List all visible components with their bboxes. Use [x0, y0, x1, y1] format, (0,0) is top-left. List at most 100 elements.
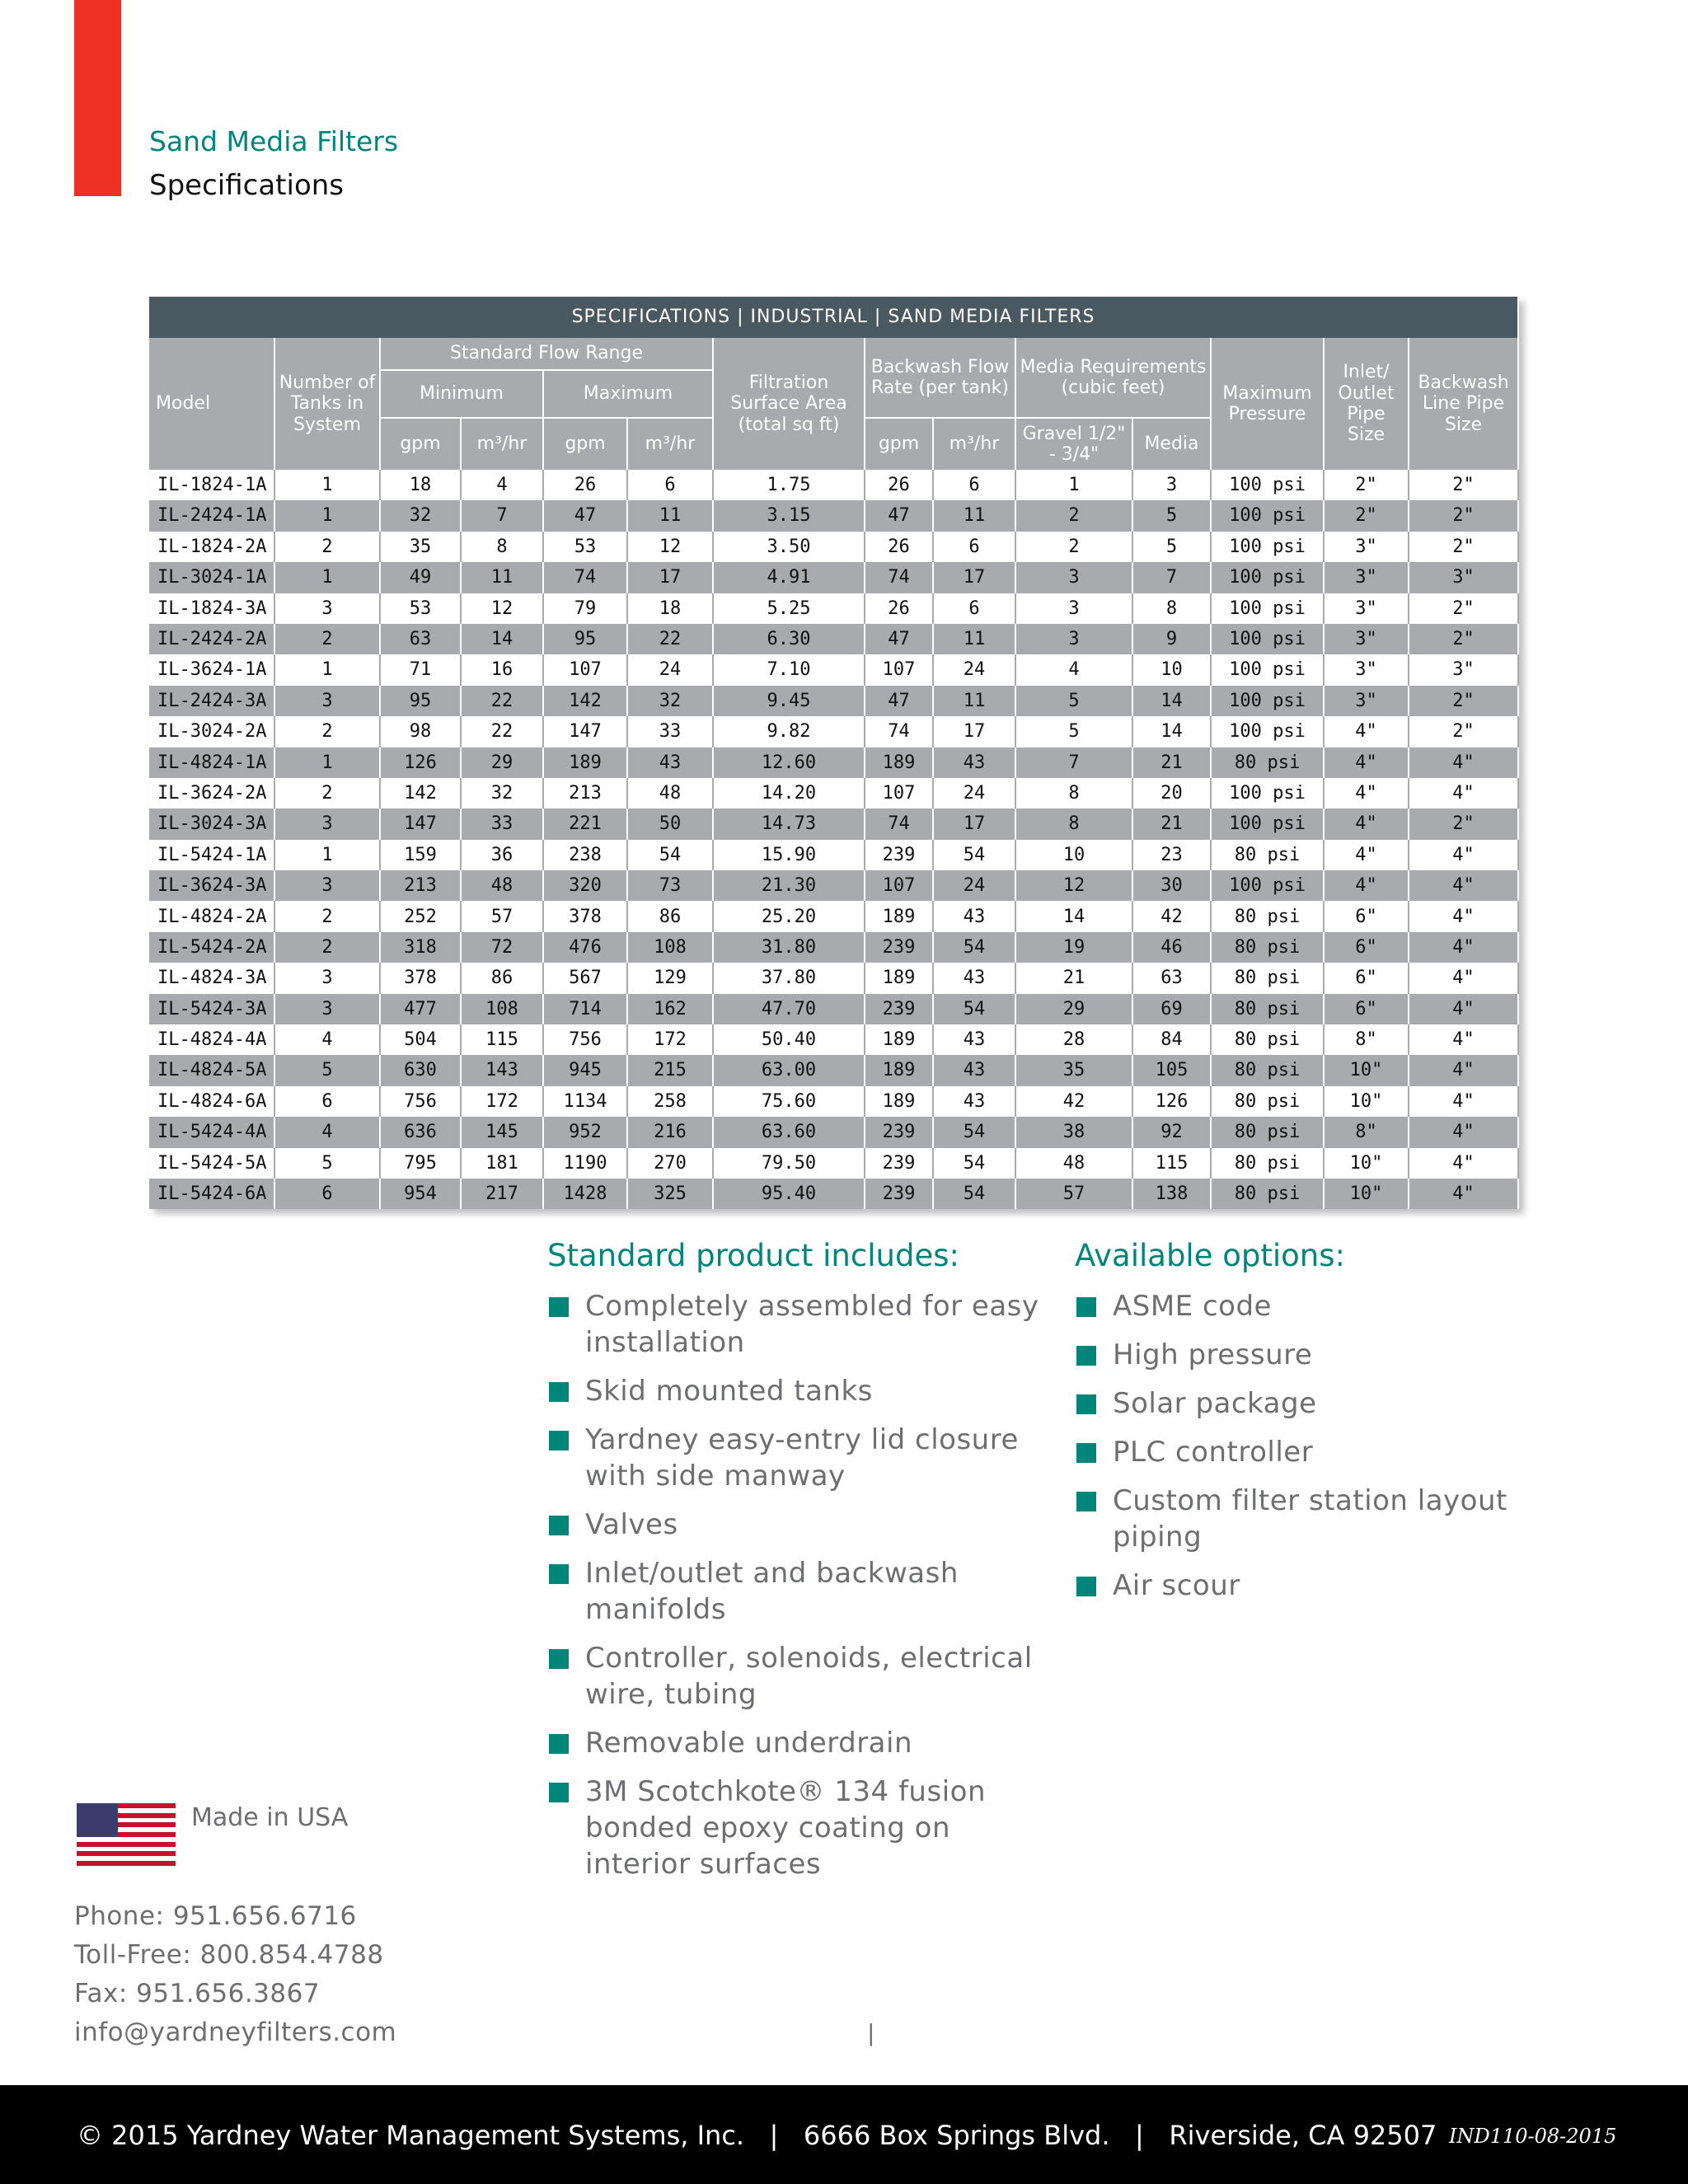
item-text: Completely assembled for easy installati…: [585, 1290, 1039, 1359]
options-list: ASME code High pressure Solar package PLC c…: [1076, 1288, 1571, 1616]
table-cell: 129: [627, 963, 714, 994]
table-cell: 26: [865, 470, 934, 501]
table-row: IL-1824-1A 1 18 4 26 6 1.75 26 6 1 3 100 psi 2" 2": [149, 470, 1520, 501]
list-item: Air scour: [1076, 1568, 1571, 1604]
col-header: m³/hr: [933, 418, 1016, 470]
table-cell: 12.60: [713, 747, 865, 778]
list-item: Yardney easy-entry lid closure with side…: [549, 1422, 1043, 1494]
table-cell: 12: [1015, 870, 1133, 902]
table-cell: 100 psi: [1211, 685, 1325, 717]
table-cell: 7.10: [713, 654, 865, 686]
table-cell: 54: [933, 993, 1016, 1025]
table-cell: 74: [865, 562, 934, 593]
table-cell: 1: [274, 839, 381, 871]
table-cell: 945: [543, 1055, 628, 1086]
table-cell: 2": [1409, 716, 1520, 748]
table-cell: 80 psi: [1211, 747, 1325, 778]
table-cell: IL-1824-1A: [149, 470, 275, 501]
table-cell: 14.20: [713, 777, 865, 809]
table-cell: 636: [380, 1117, 462, 1148]
table-cell: 3: [1015, 623, 1133, 655]
item-text: PLC controller: [1113, 1436, 1314, 1469]
table-cell: 48: [627, 777, 714, 809]
table-cell: 14: [461, 623, 544, 655]
table-cell: 378: [543, 901, 628, 932]
table-cell: 11: [627, 500, 714, 532]
table-cell: 11: [933, 685, 1016, 717]
table-cell: 1: [274, 500, 381, 532]
table-cell: 6: [933, 470, 1016, 501]
section-title: Sand Media Filters: [149, 125, 399, 157]
table-cell: IL-5424-1A: [149, 839, 275, 871]
table-cell: 7: [461, 500, 544, 532]
table-cell: 3: [1132, 470, 1212, 501]
bullet: [549, 1297, 569, 1317]
table-cell: 239: [865, 1117, 934, 1148]
contact: Phone: 951.656.6716 Toll-Free: 800.854.47…: [74, 1897, 396, 2052]
item-text: Removable underdrain: [585, 1727, 913, 1760]
col-header: Maximum: [543, 370, 714, 419]
table-cell: 2": [1409, 531, 1520, 563]
table-cell: 325: [627, 1178, 714, 1210]
table-cell: 477: [380, 993, 462, 1025]
table-row: IL-2424-2A 2 63 14 95 22 6.30 47 11 3 9 100 psi 3" 2": [149, 623, 1520, 655]
table-cell: 4": [1409, 901, 1520, 932]
table-cell: 9.82: [713, 716, 865, 748]
table-cell: IL-3624-2A: [149, 777, 275, 809]
table-cell: 1: [1015, 470, 1133, 501]
table-cell: 79.50: [713, 1147, 865, 1179]
table-cell: 14: [1015, 901, 1133, 932]
table-cell: 4: [461, 470, 544, 501]
made-in: Made in USA: [191, 1803, 349, 1832]
table-cell: 107: [543, 654, 628, 686]
table-cell: 43: [933, 1024, 1016, 1056]
table-cell: 37.80: [713, 963, 865, 994]
table-cell: 100 psi: [1211, 716, 1325, 748]
table-cell: 80 psi: [1211, 1178, 1325, 1210]
table-cell: 14.73: [713, 808, 865, 840]
table-cell: 54: [933, 1117, 1016, 1148]
bullet: [1076, 1346, 1096, 1366]
table-cell: 21.30: [713, 870, 865, 902]
table-cell: 47: [865, 500, 934, 532]
table-row: IL-5424-1A 1 159 36 238 54 15.90 239 54 10 23 80 ps…: [149, 839, 1520, 871]
table-cell: IL-1824-2A: [149, 531, 275, 563]
table-cell: IL-3024-1A: [149, 562, 275, 593]
list-heading: Available options:: [1075, 1238, 1345, 1273]
list-item: Removable underdrain: [549, 1725, 1043, 1761]
table-cell: 115: [461, 1024, 544, 1056]
table-row: IL-4824-2A 2 252 57 378 86 25.20 189 43 14 42 80 ps…: [149, 901, 1520, 932]
table-cell: 47: [865, 623, 934, 655]
table-cell: 4": [1409, 1117, 1520, 1148]
table-cell: 4: [1015, 654, 1133, 686]
table-cell: 20: [1132, 777, 1212, 809]
table-cell: 3: [1015, 593, 1133, 624]
table-cell: 17: [627, 562, 714, 593]
table-cell: 47: [865, 685, 934, 717]
col-header: Backwash Flow Rate (per tank): [865, 338, 1016, 419]
table-cell: 80 psi: [1211, 1085, 1325, 1118]
table-cell: 24: [933, 870, 1016, 902]
table-cell: 8": [1324, 1117, 1409, 1148]
table-cell: 3: [274, 808, 381, 840]
table-cell: 3: [274, 963, 381, 994]
table-cell: 3": [1324, 531, 1409, 563]
table-cell: 3: [274, 685, 381, 717]
table-cell: 9.45: [713, 685, 865, 717]
table-cell: 2": [1409, 623, 1520, 655]
table-cell: 1428: [543, 1178, 628, 1210]
table-cell: IL-5424-4A: [149, 1117, 275, 1148]
table-cell: 2: [274, 716, 381, 748]
table-cell: 33: [461, 808, 544, 840]
footer: © 2015 Yardney Water Management Systems,…: [0, 2085, 1688, 2184]
list-item: 3M Scotchkote® 134 fusion bonded epoxy c…: [549, 1774, 1043, 1882]
table-row: IL-5424-6A 6 954 217 1428 325 95.40 239 54 57 138 8…: [149, 1178, 1520, 1210]
table-cell: 57: [1015, 1178, 1133, 1210]
table-cell: 5: [274, 1147, 381, 1179]
table-cell: 31.80: [713, 931, 865, 963]
table-cell: 6: [274, 1085, 381, 1118]
table-row: IL-4824-4A 4 504 115 756 172 50.40 189 43 28 84 80 …: [149, 1024, 1520, 1056]
table-cell: 54: [627, 839, 714, 871]
col-header: Minimum: [380, 370, 544, 419]
table-cell: 36: [461, 839, 544, 871]
